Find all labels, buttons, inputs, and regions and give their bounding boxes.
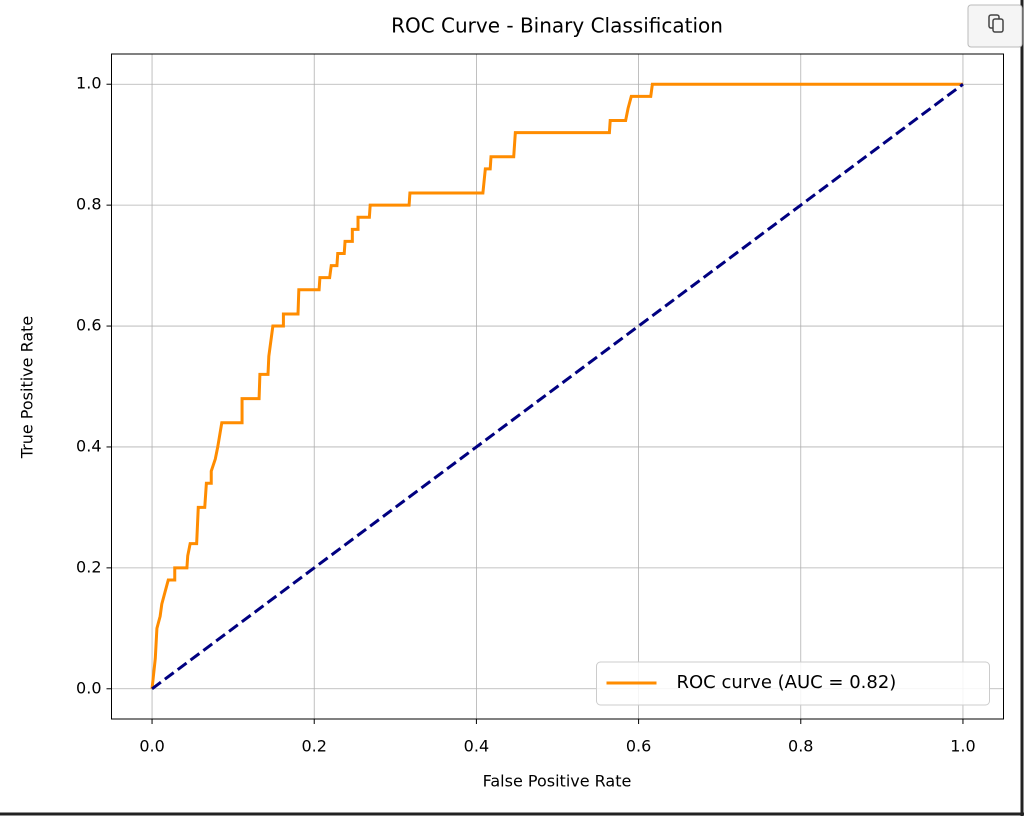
x-tick-label: 0.6 (626, 737, 651, 756)
legend-label: ROC curve (AUC = 0.82) (677, 672, 897, 693)
copy-icon (992, 18, 1004, 33)
y-tick-label: 0.0 (76, 678, 101, 697)
y-tick-label: 0.6 (76, 316, 101, 335)
series-line (151, 83, 964, 690)
legend-box (596, 661, 990, 706)
x-tick-label: 1.0 (950, 737, 975, 756)
copy-button[interactable] (967, 4, 1023, 48)
y-tick-label: 0.8 (76, 195, 101, 214)
chart-title: ROC Curve - Binary Classification (391, 14, 723, 38)
x-tick-label: 0.2 (302, 737, 327, 756)
x-tick-label: 0.8 (788, 737, 813, 756)
y-tick-label: 1.0 (76, 74, 101, 93)
x-tick-label: 0.0 (139, 737, 164, 756)
y-tick-label: 0.4 (76, 436, 101, 455)
axes-frame (111, 53, 1004, 720)
y-tick-label: 0.2 (76, 557, 101, 576)
y-axis-label: True Positive Rate (18, 316, 37, 460)
x-axis-label: False Positive Rate (483, 772, 632, 791)
x-tick-label: 0.4 (464, 737, 489, 756)
series-line (150, 82, 963, 689)
